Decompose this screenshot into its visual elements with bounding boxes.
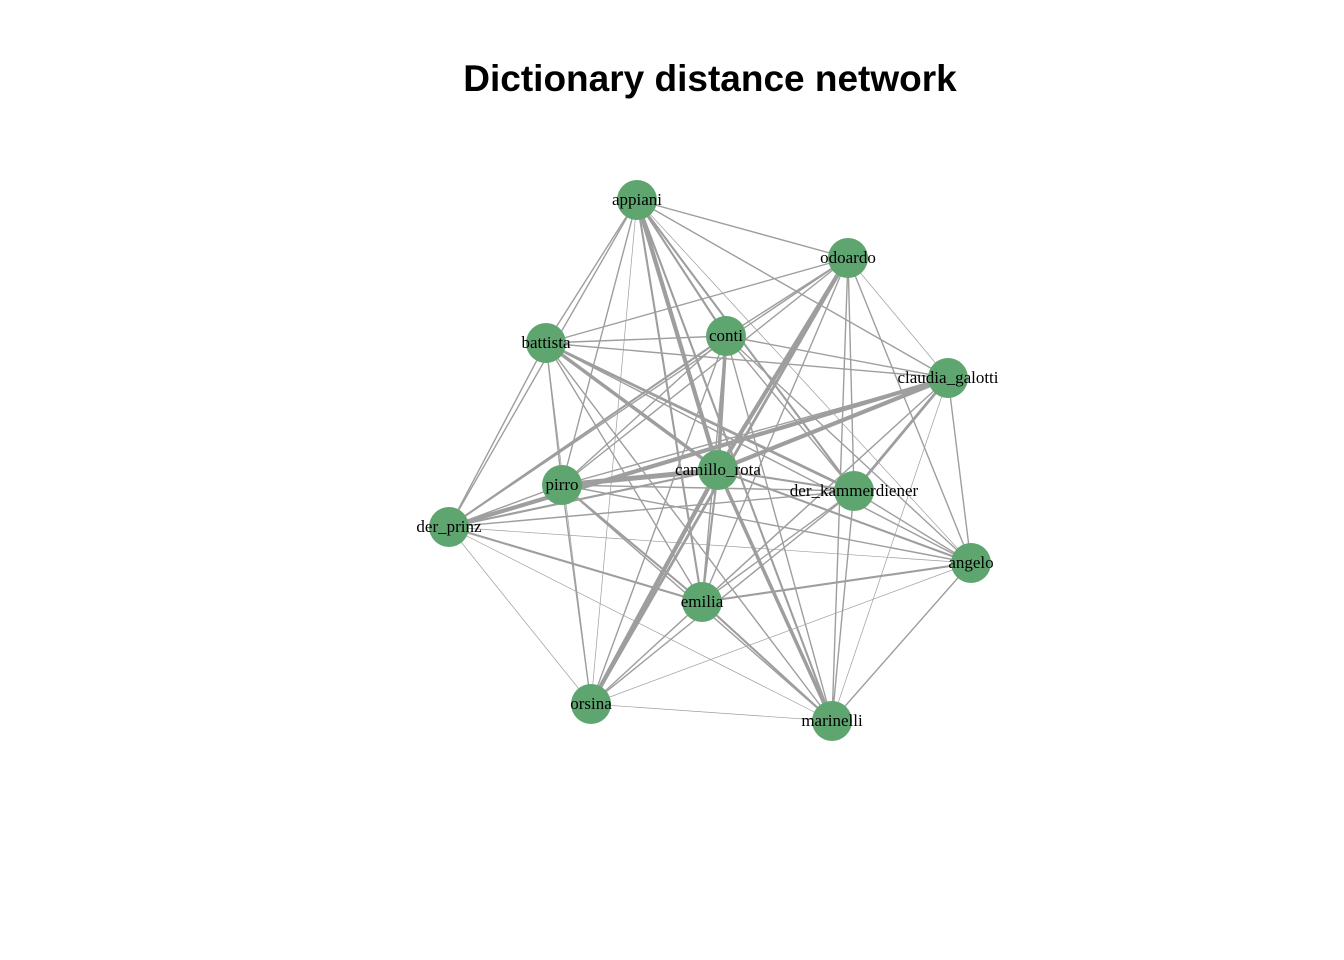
edge-appiani-angelo [636, 199, 972, 564]
edge-camillo_rota-pirro [559, 467, 721, 488]
edge-battista-der_kammerdiener [544, 341, 856, 493]
edge-appiani-pirro [561, 199, 638, 486]
edge-der_kammerdiener-marinelli [831, 490, 855, 722]
edge-battista-emilia [545, 342, 703, 603]
node-pirro[interactable] [542, 465, 582, 505]
edge-battista-der_prinz [448, 342, 547, 528]
node-layer [429, 180, 991, 741]
edge-battista-camillo_rota [544, 341, 720, 472]
edge-claudia_galotti-marinelli [831, 377, 949, 722]
node-der_kammerdiener[interactable] [834, 471, 874, 511]
edge-appiani-conti [635, 198, 728, 338]
edge-pirro-orsina [561, 484, 592, 705]
node-battista[interactable] [526, 323, 566, 363]
edge-pirro-der_prinz [448, 484, 563, 528]
edge-pirro-angelo [561, 484, 972, 564]
edge-der_prinz-orsina [448, 526, 592, 705]
edge-appiani-orsina [590, 199, 638, 705]
edge-appiani-camillo_rota [634, 197, 721, 473]
edge-conti-orsina [590, 335, 727, 705]
edge-claudia_galotti-der_prinz [446, 375, 951, 530]
node-label-appiani: appiani [612, 190, 662, 209]
edge-appiani-battista [545, 199, 638, 344]
node-angelo[interactable] [951, 543, 991, 583]
node-label-orsina: orsina [570, 694, 612, 713]
edge-der_prinz-marinelli [448, 526, 833, 722]
node-emilia[interactable] [682, 582, 722, 622]
edge-conti-der_prinz [447, 334, 728, 529]
edge-der_kammerdiener-orsina [590, 490, 855, 705]
edge-odoardo-claudia_galotti [847, 257, 949, 379]
edge-appiani-der_kammerdiener [635, 198, 856, 493]
edge-camillo_rota-emilia [700, 468, 720, 604]
node-claudia_galotti[interactable] [928, 358, 968, 398]
node-der_prinz[interactable] [429, 507, 469, 547]
node-label-pirro: pirro [545, 475, 578, 494]
edge-angelo-emilia [700, 561, 973, 604]
edge-conti-der_kammerdiener [725, 335, 855, 492]
edge-angelo-orsina [590, 562, 972, 705]
edge-conti-claudia_galotti [725, 335, 949, 379]
edge-orsina-marinelli [590, 703, 833, 722]
edge-der_kammerdiener-angelo [853, 490, 972, 564]
node-marinelli[interactable] [812, 701, 852, 741]
edge-claudia_galotti-camillo_rota [715, 375, 951, 473]
edge-camillo_rota-marinelli [716, 468, 834, 723]
label-layer: appiani odoardo conti battista claudia_galot… [416, 190, 998, 730]
node-label-camillo_rota: camillo_rota [675, 460, 761, 479]
edge-battista-claudia_galotti [545, 342, 949, 379]
edge-angelo-marinelli [831, 562, 972, 722]
edge-appiani-claudia_galotti [636, 199, 949, 379]
node-label-marinelli: marinelli [801, 711, 863, 730]
edge-claudia_galotti-angelo [947, 377, 972, 564]
edge-odoardo-battista [545, 257, 849, 344]
edge-pirro-der_kammerdiener [561, 484, 855, 492]
node-label-odoardo: odoardo [820, 248, 876, 267]
node-label-emilia: emilia [681, 592, 724, 611]
edge-der_kammerdiener-der_prinz [448, 490, 855, 528]
node-label-der_kammerdiener: der_kammerdiener [790, 481, 919, 500]
node-orsina[interactable] [571, 684, 611, 724]
node-label-claudia_galotti: claudia_galotti [897, 368, 998, 387]
edge-claudia_galotti-der_kammerdiener [852, 376, 950, 493]
node-label-der_prinz: der_prinz [416, 517, 482, 536]
edge-der_kammerdiener-emilia [701, 490, 855, 603]
edge-appiani-odoardo [636, 199, 849, 259]
chart-title: Dictionary distance network [463, 58, 957, 99]
edge-odoardo-der_kammerdiener [847, 257, 855, 492]
edge-camillo_rota-der_kammerdiener [716, 468, 856, 493]
edge-emilia-orsina [590, 601, 703, 705]
node-label-battista: battista [521, 333, 571, 352]
edge-conti-battista [545, 335, 727, 344]
edge-odoardo-angelo [847, 257, 972, 564]
node-label-angelo: angelo [948, 553, 993, 572]
edge-conti-marinelli [725, 335, 833, 722]
node-label-conti: conti [709, 326, 743, 345]
node-odoardo[interactable] [828, 238, 868, 278]
edge-odoardo-pirro [561, 257, 849, 486]
edge-conti-pirro [561, 335, 727, 486]
edge-conti-angelo [725, 335, 972, 564]
edge-der_prinz-emilia [447, 525, 704, 604]
node-appiani[interactable] [617, 180, 657, 220]
edge-camillo_rota-der_prinz [447, 468, 720, 529]
edge-emilia-marinelli [700, 600, 834, 723]
node-conti[interactable] [706, 316, 746, 356]
node-camillo_rota[interactable] [698, 450, 738, 490]
edge-appiani-der_prinz [448, 199, 638, 528]
edge-battista-marinelli [545, 342, 833, 722]
edge-der_prinz-angelo [448, 526, 972, 564]
edge-camillo_rota-angelo [716, 468, 973, 565]
